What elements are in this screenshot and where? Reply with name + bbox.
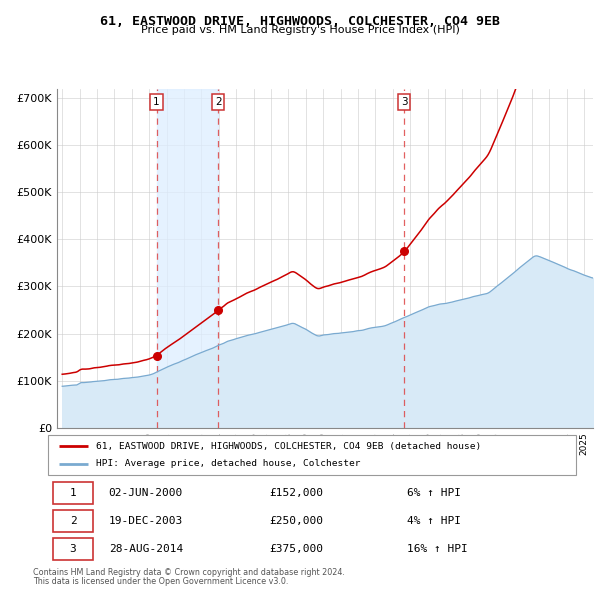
Text: 19-DEC-2003: 19-DEC-2003 — [109, 516, 183, 526]
FancyBboxPatch shape — [53, 510, 93, 532]
FancyBboxPatch shape — [53, 482, 93, 504]
Text: 6% ↑ HPI: 6% ↑ HPI — [407, 489, 461, 499]
Text: 61, EASTWOOD DRIVE, HIGHWOODS, COLCHESTER, CO4 9EB (detached house): 61, EASTWOOD DRIVE, HIGHWOODS, COLCHESTE… — [95, 441, 481, 451]
Text: Contains HM Land Registry data © Crown copyright and database right 2024.: Contains HM Land Registry data © Crown c… — [33, 568, 345, 576]
Bar — [157, 88, 218, 428]
Text: £250,000: £250,000 — [270, 516, 324, 526]
FancyBboxPatch shape — [53, 538, 93, 560]
Text: £375,000: £375,000 — [270, 544, 324, 554]
Text: This data is licensed under the Open Government Licence v3.0.: This data is licensed under the Open Gov… — [33, 577, 289, 586]
Text: 3: 3 — [70, 544, 76, 554]
Text: HPI: Average price, detached house, Colchester: HPI: Average price, detached house, Colc… — [95, 459, 360, 468]
Text: 1: 1 — [70, 489, 76, 499]
Text: 02-JUN-2000: 02-JUN-2000 — [109, 489, 183, 499]
Text: 3: 3 — [401, 97, 407, 107]
Text: 28-AUG-2014: 28-AUG-2014 — [109, 544, 183, 554]
Text: £152,000: £152,000 — [270, 489, 324, 499]
Text: 2: 2 — [215, 97, 221, 107]
Text: 61, EASTWOOD DRIVE, HIGHWOODS, COLCHESTER, CO4 9EB: 61, EASTWOOD DRIVE, HIGHWOODS, COLCHESTE… — [100, 15, 500, 28]
Text: 16% ↑ HPI: 16% ↑ HPI — [407, 544, 468, 554]
Text: 1: 1 — [153, 97, 160, 107]
Text: 4% ↑ HPI: 4% ↑ HPI — [407, 516, 461, 526]
Text: Price paid vs. HM Land Registry's House Price Index (HPI): Price paid vs. HM Land Registry's House … — [140, 25, 460, 35]
Text: 2: 2 — [70, 516, 76, 526]
